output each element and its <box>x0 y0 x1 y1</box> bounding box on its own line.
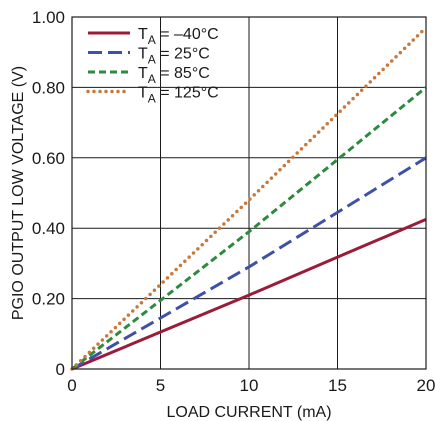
x-tick-label: 20 <box>417 376 435 395</box>
legend-item: TA = 85°C <box>88 65 210 86</box>
y-tick-label: 0.20 <box>32 290 65 309</box>
series-layer <box>70 25 428 371</box>
legend-label: TA = 25°C <box>138 46 210 67</box>
x-tick-label: 10 <box>240 376 259 395</box>
legend-label: TA = 85°C <box>138 65 210 86</box>
legend-item: TA = 25°C <box>88 46 210 67</box>
legend-label: TA = –40°C <box>138 26 219 47</box>
x-axis-title: LOAD CURRENT (mA) <box>166 404 331 421</box>
legend-label: TA = 125°C <box>138 85 219 106</box>
series-line-0 <box>71 218 427 371</box>
series-line-2 <box>71 86 427 371</box>
series-line-1 <box>71 156 427 371</box>
y-tick-label: 0.40 <box>32 219 65 238</box>
tick-labels: 0 5 10 15 20 0 0.20 0.40 0.60 0.80 1.00 <box>32 8 435 395</box>
grid <box>72 17 426 369</box>
x-tick-label: 15 <box>328 376 347 395</box>
plot-frame <box>71 16 427 370</box>
legend: TA = –40°CTA = 25°CTA = 85°CTA = 125°C <box>86 26 219 106</box>
y-tick-label: 1.00 <box>32 8 65 27</box>
y-tick-label: 0.80 <box>32 78 65 97</box>
x-tick-label: 5 <box>156 376 165 395</box>
legend-item: TA = 125°C <box>86 85 219 106</box>
y-tick-label: 0 <box>56 360 65 379</box>
y-axis-title: PGIO OUTPUT LOW VOLTAGE (V) <box>10 66 27 320</box>
y-tick-label: 0.60 <box>32 149 65 168</box>
legend-item: TA = –40°C <box>88 26 219 47</box>
x-tick-label: 0 <box>67 376 76 395</box>
series-line-3 <box>70 25 428 371</box>
